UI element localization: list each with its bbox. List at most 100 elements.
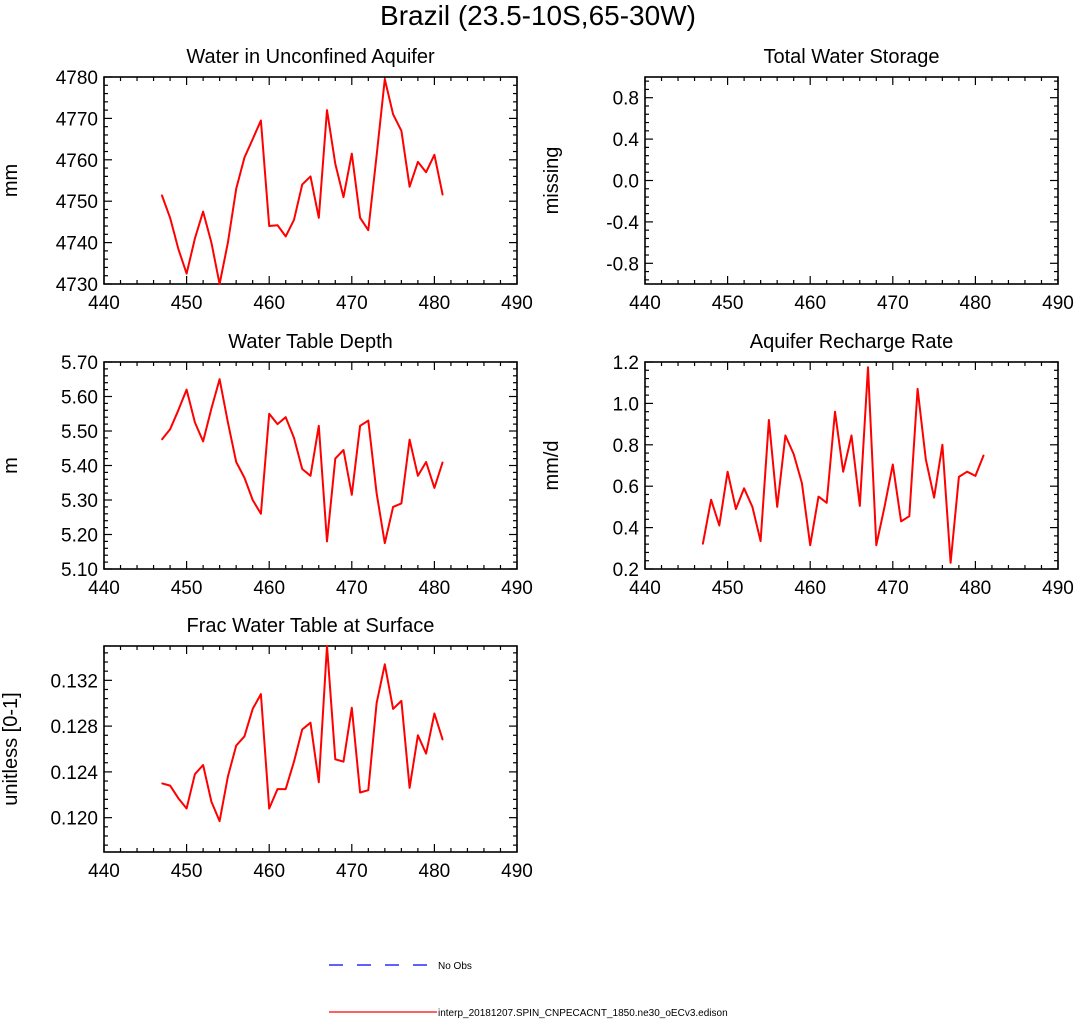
x-tick-label: 470 bbox=[877, 293, 909, 314]
data-point bbox=[342, 196, 345, 198]
data-point bbox=[309, 722, 312, 724]
data-point bbox=[425, 752, 427, 755]
y-tick-label: 5.40 bbox=[61, 457, 98, 478]
y-tick-label: 4770 bbox=[56, 109, 98, 130]
y-tick-label: 5.30 bbox=[61, 491, 98, 512]
x-tick-label: 490 bbox=[501, 578, 533, 599]
data-point bbox=[966, 471, 968, 473]
data-point bbox=[293, 760, 295, 763]
data-point bbox=[276, 224, 279, 226]
data-point bbox=[433, 712, 435, 715]
panel-title: Water in Unconfined Aquifer bbox=[186, 46, 435, 68]
panel-water-in-unconfined-aquifer: Water in Unconfined Aquifer 440 450 460 470 4… bbox=[0, 46, 533, 314]
legend: No Obs interp_20181207.SPIN_CNPECACNT_18… bbox=[329, 961, 728, 1019]
data-point bbox=[301, 468, 303, 470]
data-point bbox=[276, 788, 279, 790]
data-point bbox=[235, 461, 237, 463]
data-point bbox=[227, 421, 229, 423]
data-point bbox=[227, 775, 229, 778]
x-tick-label: 470 bbox=[336, 293, 368, 314]
series-line bbox=[701, 366, 985, 564]
data-point bbox=[400, 502, 402, 505]
x-tick-label: 450 bbox=[712, 293, 744, 314]
data-point bbox=[400, 130, 402, 132]
data-point bbox=[326, 109, 328, 111]
data-point bbox=[202, 440, 204, 442]
data-point bbox=[285, 416, 287, 418]
data-point bbox=[900, 520, 902, 522]
data-point bbox=[210, 407, 212, 410]
data-point bbox=[202, 210, 204, 213]
y-tick-label: 4740 bbox=[56, 234, 98, 255]
y-tick-label: 4730 bbox=[56, 275, 98, 296]
data-point bbox=[318, 425, 320, 427]
data-point bbox=[210, 242, 212, 244]
plot-frame bbox=[644, 76, 1059, 285]
x-tick-label: 440 bbox=[88, 293, 120, 314]
y-axis-label: m bbox=[0, 457, 22, 474]
data-point bbox=[702, 543, 704, 545]
data-point bbox=[243, 157, 246, 159]
data-point bbox=[318, 217, 320, 219]
data-point bbox=[392, 708, 394, 710]
data-point bbox=[442, 194, 444, 196]
x-tick-label: 490 bbox=[1042, 578, 1074, 599]
panels: Water in Unconfined Aquifer 440 450 460 470 4… bbox=[0, 46, 1074, 882]
data-point bbox=[260, 513, 262, 515]
data-point bbox=[417, 161, 419, 163]
data-point bbox=[834, 411, 836, 413]
data-point bbox=[252, 499, 254, 501]
data-point bbox=[925, 458, 927, 460]
y-tick-label: 4760 bbox=[56, 151, 98, 172]
y-tick-label: 0.4 bbox=[613, 130, 640, 151]
data-point bbox=[210, 801, 212, 803]
x-tick-label: 470 bbox=[877, 578, 909, 599]
x-tick-label: 480 bbox=[960, 293, 992, 314]
data-point bbox=[334, 458, 336, 460]
panel-title: Water Table Depth bbox=[228, 331, 393, 353]
data-point bbox=[809, 544, 811, 546]
panel-title: Frac Water Table at Surface bbox=[187, 615, 435, 637]
data-point bbox=[301, 728, 303, 731]
x-tick-label: 480 bbox=[960, 578, 992, 599]
data-point bbox=[908, 515, 910, 517]
y-axis-label: mm/d bbox=[541, 441, 563, 491]
data-point bbox=[425, 461, 427, 463]
data-point bbox=[285, 235, 287, 237]
data-point bbox=[219, 820, 221, 822]
data-point bbox=[793, 453, 795, 455]
data-point bbox=[194, 421, 196, 423]
legend-label-obs: No Obs bbox=[438, 961, 472, 972]
data-point bbox=[375, 702, 378, 704]
data-point bbox=[326, 540, 328, 543]
data-point bbox=[817, 495, 820, 498]
data-point bbox=[169, 428, 171, 430]
data-point bbox=[161, 439, 163, 441]
series-line bbox=[161, 645, 444, 823]
data-point bbox=[425, 171, 427, 173]
y-tick-label: 0.6 bbox=[613, 477, 639, 498]
data-point bbox=[351, 494, 353, 496]
data-point bbox=[342, 449, 345, 451]
y-tick-label: 1.0 bbox=[613, 394, 639, 415]
y-tick-label: 5.20 bbox=[61, 526, 98, 547]
data-point bbox=[169, 785, 171, 787]
x-tick-label: 490 bbox=[501, 293, 533, 314]
x-tick-label: 460 bbox=[794, 578, 826, 599]
x-tick-label: 440 bbox=[629, 578, 661, 599]
legend-label-model: interp_20181207.SPIN_CNPECACNT_1850.ne30… bbox=[438, 1008, 728, 1019]
data-point bbox=[826, 502, 828, 504]
data-point bbox=[941, 444, 943, 446]
data-point bbox=[194, 773, 196, 775]
data-point bbox=[252, 138, 254, 140]
x-tick-label: 480 bbox=[419, 293, 451, 314]
x-tick-label: 460 bbox=[253, 293, 285, 314]
y-tick-label: 0.8 bbox=[613, 89, 639, 110]
data-point bbox=[409, 787, 411, 789]
data-point bbox=[384, 542, 386, 544]
x-tick-label: 460 bbox=[794, 293, 826, 314]
data-point bbox=[318, 781, 320, 783]
data-point bbox=[268, 225, 270, 227]
data-point bbox=[293, 437, 295, 439]
